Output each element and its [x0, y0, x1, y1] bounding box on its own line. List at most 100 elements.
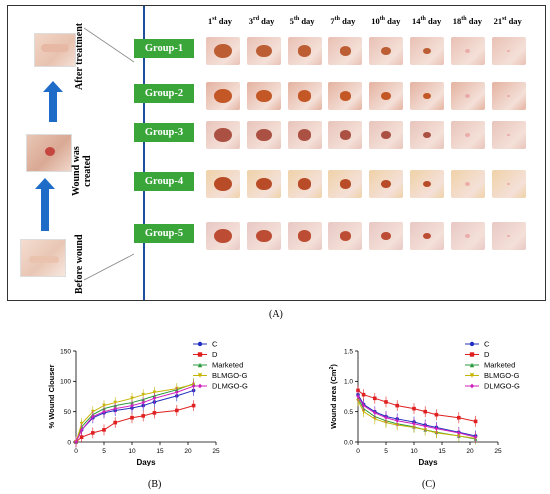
- data-point: [74, 440, 78, 444]
- wound-photo: [287, 82, 322, 110]
- legend-label: C: [484, 340, 490, 349]
- legend-marker: [197, 352, 203, 357]
- wound-photo: [410, 82, 444, 110]
- data-point: [113, 400, 117, 405]
- wound-photo: [246, 170, 281, 198]
- wound-photo: [369, 170, 404, 198]
- data-point: [152, 390, 157, 395]
- data-point: [373, 417, 377, 421]
- legend-marker: [197, 383, 203, 389]
- y-axis-label-sup: 2: [329, 366, 335, 369]
- y-axis-label-text: % Wound Clouser: [47, 364, 56, 428]
- data-point: [356, 394, 360, 399]
- data-point: [373, 396, 377, 401]
- day-header: 10th day: [371, 16, 401, 26]
- legend-marker: [469, 352, 475, 357]
- data-point: [130, 415, 134, 420]
- data-point: [79, 428, 84, 432]
- series-line: [75, 383, 194, 443]
- x-tick-label: 15: [156, 448, 164, 455]
- wound-photo: [369, 82, 404, 110]
- series-line: [75, 405, 194, 443]
- data-point: [102, 428, 106, 432]
- panel-a-caption: (A): [269, 309, 283, 320]
- wound-photo: [328, 222, 363, 250]
- panel-a-figure: After treatment Wound was created Before…: [7, 5, 546, 301]
- wound-photo: [287, 37, 322, 65]
- day-header: 5th day: [289, 16, 315, 26]
- y-tick-label: 0.5: [344, 409, 353, 416]
- day-header: 21st day: [493, 16, 522, 26]
- day-header: 7th day: [330, 16, 356, 26]
- series-line: [357, 400, 476, 439]
- wound-photo: [287, 121, 322, 149]
- panel-c-caption: (C): [422, 479, 436, 490]
- y-axis-label: % Wound Clouser: [47, 364, 56, 428]
- wound-photo: [369, 121, 404, 149]
- legend-marker: [197, 341, 203, 347]
- wound-photo: [491, 82, 526, 110]
- data-point: [79, 435, 84, 439]
- data-point: [175, 408, 179, 413]
- y-axis-label-end: ): [329, 364, 338, 367]
- group-label: Group-2: [134, 84, 194, 103]
- hand-wound-created-photo: [26, 134, 72, 172]
- data-point: [361, 409, 366, 414]
- legend-label: DLMGO-G: [212, 382, 248, 391]
- y-tick-label: 50: [64, 409, 72, 416]
- x-tick-label: 10: [410, 448, 418, 455]
- data-point: [361, 403, 366, 408]
- x-tick-label: 20: [466, 448, 474, 455]
- data-point: [152, 411, 157, 415]
- wound-photo: [450, 222, 485, 250]
- group-label: Group-3: [134, 123, 194, 142]
- wound-photo: [206, 121, 240, 149]
- wound-area-svg: 0 5 10 15 20 25 0.0 0.5 1.0 1.5 Days Wound area (Cm…: [329, 340, 520, 467]
- y-tick-label: 1.0: [344, 379, 353, 386]
- panel-divider: [143, 6, 145, 300]
- data-point: [434, 412, 439, 417]
- wound-photo: [450, 82, 485, 110]
- legend-label: DLMGO-G: [484, 382, 520, 391]
- wound-photo: [410, 37, 444, 65]
- data-point: [191, 403, 196, 408]
- day-header: 14th day: [412, 16, 442, 26]
- hand-before-wound-photo: [20, 239, 66, 277]
- series-line: [75, 385, 194, 443]
- x-tick-label: 15: [438, 448, 446, 455]
- wound-photo: [328, 82, 363, 110]
- x-tick-label: 25: [212, 448, 220, 455]
- group-label: Group-5: [134, 224, 194, 243]
- wound-photo: [491, 170, 526, 198]
- wound-photo: [246, 121, 281, 149]
- data-point: [91, 431, 95, 435]
- legend-label: Marketed: [212, 361, 243, 370]
- wound-photo: [206, 170, 240, 198]
- day-header: 18th day: [452, 16, 482, 26]
- wound-photo: [287, 222, 322, 250]
- day-header: 1st day: [208, 16, 232, 26]
- data-point: [361, 392, 366, 397]
- wound-area-chart: 0 5 10 15 20 25 0.0 0.5 1.0 1.5 Days Wound area (Cm…: [306, 336, 550, 467]
- hand-after-treatment-photo: [34, 33, 76, 67]
- data-point: [395, 403, 399, 408]
- series-line: [357, 390, 476, 422]
- data-point: [130, 396, 134, 401]
- data-point: [113, 420, 117, 425]
- wound-photo: [369, 37, 404, 65]
- wound-photo: [328, 170, 363, 198]
- wound-photo: [450, 170, 485, 198]
- connector-lines: [83, 27, 135, 281]
- data-point: [175, 390, 179, 395]
- y-axis-label: Wound area (Cm2): [329, 364, 338, 429]
- series-line: [357, 396, 476, 438]
- y-tick-label: 1.5: [344, 348, 353, 355]
- wound-photo: [246, 37, 281, 65]
- data-point: [384, 415, 388, 420]
- legend-marker: [469, 383, 475, 389]
- wound-photo: [206, 37, 240, 65]
- wound-photo: [328, 37, 363, 65]
- x-tick-label: 10: [128, 448, 136, 455]
- wound-photo: [491, 37, 526, 65]
